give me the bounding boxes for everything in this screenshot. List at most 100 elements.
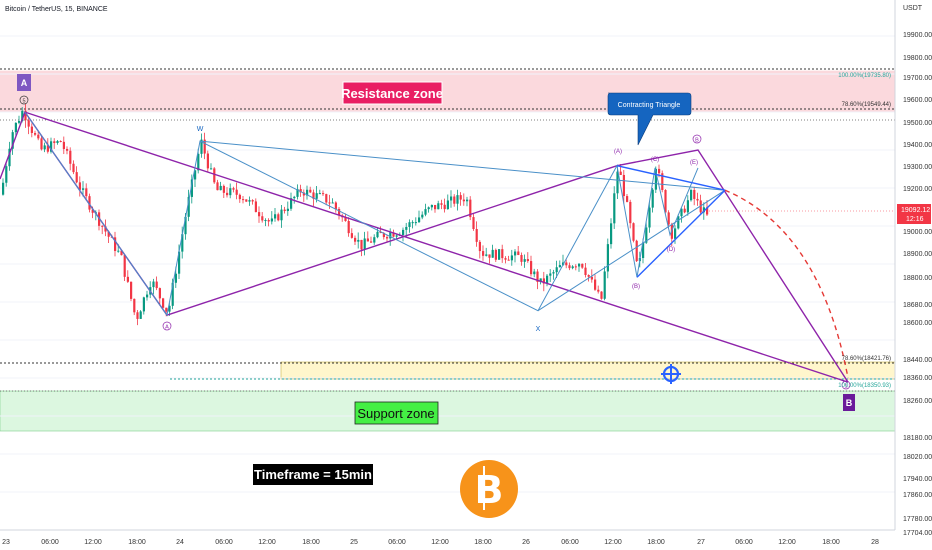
candle-body: [536, 271, 539, 282]
candle-body: [146, 294, 149, 298]
candle-body: [114, 237, 117, 251]
candle-body: [686, 200, 689, 213]
candle-body: [133, 298, 136, 313]
candle-body: [181, 234, 184, 252]
candle-body: [440, 203, 443, 205]
candle-body: [350, 233, 353, 238]
time-tick-label: 18:00: [128, 539, 146, 546]
sub-wave-a: (A): [614, 149, 622, 155]
candle-body: [88, 196, 91, 210]
price-tick-label: 19700.00: [903, 75, 932, 82]
candle-body: [651, 189, 654, 208]
wave-x-label: X: [536, 326, 541, 333]
wave-line-purple: [0, 110, 849, 383]
candle-body: [392, 232, 395, 237]
candle-body: [613, 193, 616, 224]
candle-body: [85, 188, 88, 197]
candle-body: [251, 200, 254, 202]
triangle-lower-line: [636, 189, 726, 278]
candle-body: [325, 194, 328, 203]
sub-wave-c: (C): [651, 157, 659, 163]
candle-body: [43, 145, 46, 150]
bitcoin-logo-circle: [460, 460, 518, 518]
candle-body: [667, 212, 670, 225]
candle-body: [101, 225, 104, 227]
price-tick-label: 19600.00: [903, 97, 932, 104]
price-tick-label: 17860.00: [903, 492, 932, 499]
candle-body: [107, 231, 110, 237]
candle-body: [571, 266, 574, 269]
candle-body: [456, 195, 459, 204]
candle-body: [254, 201, 257, 213]
candle-body: [11, 132, 14, 149]
callout-bubble: [607, 92, 692, 146]
candle-body: [334, 202, 337, 209]
symbol-header: Bitcoin / TetherUS, 15, BINANCE: [5, 6, 108, 13]
candle-body: [194, 170, 197, 180]
candle-body: [40, 138, 43, 150]
candles: [2, 103, 709, 326]
candle-body: [248, 200, 251, 202]
candle-body: [5, 166, 8, 183]
time-tick-label: 06:00: [561, 539, 579, 546]
candle-body: [421, 214, 424, 218]
candle-body: [674, 228, 677, 239]
candle-body: [648, 207, 651, 228]
candle-body: [50, 141, 53, 152]
wave-b-top-label: B: [695, 138, 699, 144]
candle-body: [632, 223, 635, 241]
candle-body: [693, 189, 696, 199]
last-price-tag-bg: [897, 204, 931, 224]
candle-body: [574, 266, 577, 268]
candle-body: [552, 272, 555, 274]
candle-body: [491, 249, 494, 258]
fib-label-100-bottom: 100.00%(18350.93): [838, 383, 891, 389]
candle-body: [235, 189, 238, 195]
time-tick-label: 23: [2, 539, 10, 546]
time-tick-label: 12:00: [778, 539, 796, 546]
candle-body: [21, 110, 24, 122]
support-zone: [0, 390, 896, 432]
candle-body: [283, 209, 286, 212]
price-tick-label: 19900.00: [903, 32, 932, 39]
candle-body: [155, 281, 158, 289]
candle-body: [654, 168, 657, 190]
time-tick-label: 12:00: [258, 539, 276, 546]
candle-body: [152, 281, 155, 288]
time-tick-label: 18:00: [822, 539, 840, 546]
candle-body: [354, 237, 357, 242]
fib-label-786-bottom: 78.60%(18421.76): [842, 356, 891, 362]
candle-body: [408, 222, 411, 227]
candle-body: [184, 216, 187, 235]
candle-body: [469, 199, 472, 218]
time-tick-label: 18:00: [647, 539, 665, 546]
candle-body: [642, 242, 645, 259]
candle-body: [331, 202, 334, 204]
fib-label-100: 100.00%(19735.80): [838, 73, 891, 79]
candle-body: [606, 244, 609, 272]
candle-body: [424, 209, 427, 215]
candle-body: [162, 298, 165, 308]
price-tick-label: 19800.00: [903, 55, 932, 62]
candle-body: [507, 259, 510, 261]
candle-body: [210, 168, 213, 170]
candle-body: [117, 250, 120, 252]
candle-body: [219, 185, 222, 191]
sub-wave-b: (B): [632, 284, 640, 290]
wave-line-blue: [24, 111, 699, 317]
candle-body: [373, 237, 376, 243]
price-tick-label: 19200.00: [903, 186, 932, 193]
time-tick-label: 18:00: [302, 539, 320, 546]
resistance-zone: [0, 70, 895, 113]
crosshair-target-icon[interactable]: [661, 364, 681, 384]
candle-body: [670, 224, 673, 239]
candle-body: [437, 203, 440, 210]
price-tick-label: 18440.00: [903, 357, 932, 364]
candle-body: [46, 145, 49, 152]
candle-body: [178, 251, 181, 274]
candle-body: [299, 189, 302, 193]
candle-body: [158, 288, 161, 299]
candle-body: [466, 199, 469, 202]
